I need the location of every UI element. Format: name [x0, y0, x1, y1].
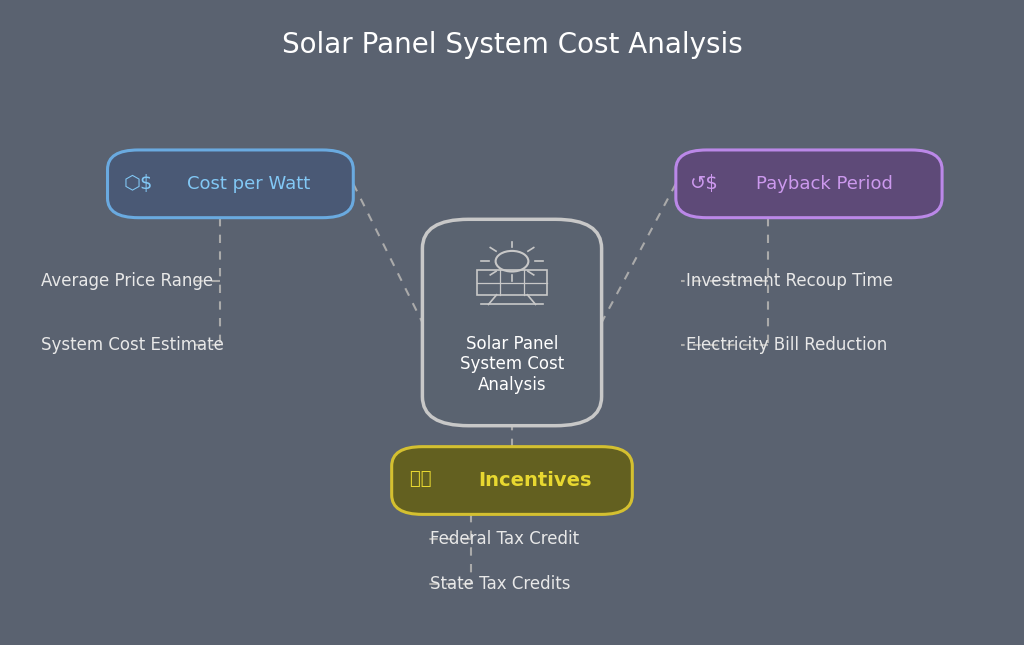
Text: ↺$: ↺$: [690, 174, 719, 194]
Text: Electricity Bill Reduction: Electricity Bill Reduction: [686, 336, 888, 354]
FancyBboxPatch shape: [676, 150, 942, 218]
Text: Payback Period: Payback Period: [756, 175, 893, 193]
Text: 🧑‍💼: 🧑‍💼: [410, 470, 431, 488]
Text: ⬡$: ⬡$: [124, 174, 153, 194]
Text: Solar Panel
System Cost
Analysis: Solar Panel System Cost Analysis: [460, 335, 564, 394]
Text: State Tax Credits: State Tax Credits: [430, 575, 570, 593]
FancyBboxPatch shape: [108, 150, 353, 218]
Text: System Cost Estimate: System Cost Estimate: [41, 336, 224, 354]
FancyBboxPatch shape: [422, 219, 601, 426]
Text: Cost per Watt: Cost per Watt: [187, 175, 310, 193]
Text: Incentives: Incentives: [478, 471, 591, 490]
Text: Investment Recoup Time: Investment Recoup Time: [686, 272, 893, 290]
Text: Average Price Range: Average Price Range: [41, 272, 213, 290]
Text: Solar Panel System Cost Analysis: Solar Panel System Cost Analysis: [282, 31, 742, 59]
Text: Federal Tax Credit: Federal Tax Credit: [430, 530, 580, 548]
FancyBboxPatch shape: [391, 446, 632, 515]
